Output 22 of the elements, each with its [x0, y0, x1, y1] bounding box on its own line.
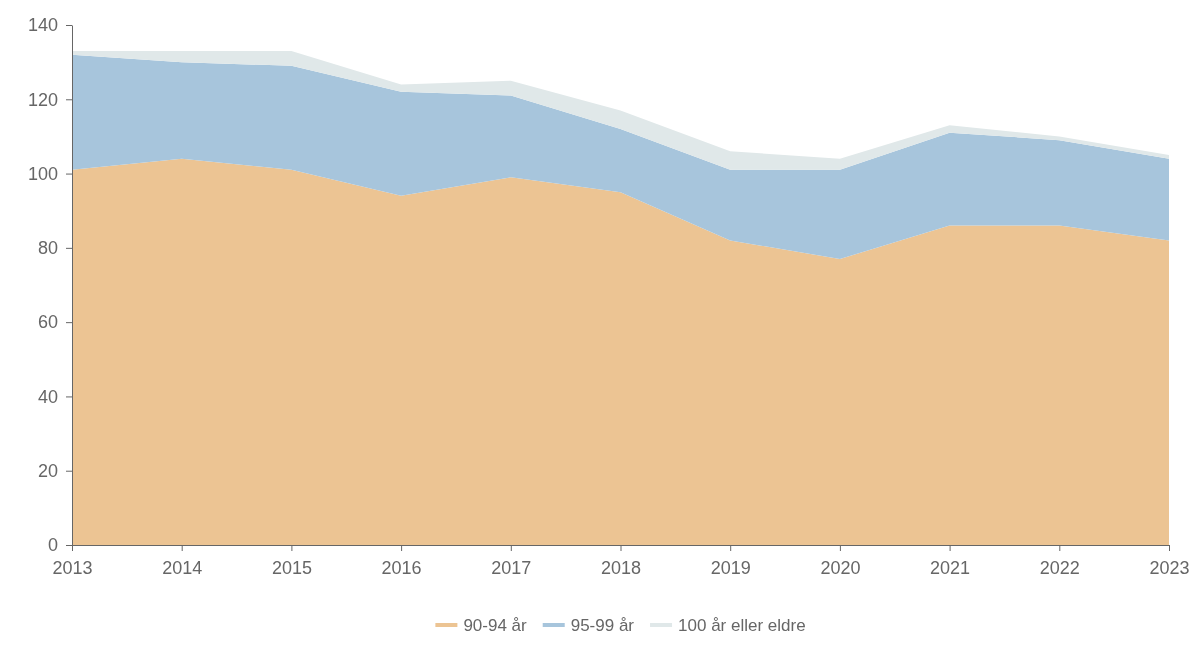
x-tick-label: 2013 — [52, 557, 93, 578]
x-tick-label: 2015 — [271, 557, 312, 578]
x-tick-label: 2020 — [820, 557, 861, 578]
legend-label: 90-94 år — [463, 616, 528, 635]
y-tick-label: 20 — [37, 460, 58, 481]
y-tick-label: 40 — [37, 386, 58, 407]
x-tick-label: 2022 — [1039, 557, 1080, 578]
x-tick-label: 2014 — [162, 557, 203, 578]
x-tick-label: 2017 — [491, 557, 532, 578]
x-tick-label: 2023 — [1149, 557, 1190, 578]
y-tick-label: 140 — [27, 15, 58, 36]
legend-label: 95-99 år — [570, 616, 635, 635]
y-tick-label: 100 — [27, 163, 58, 184]
y-tick-label: 120 — [27, 89, 58, 110]
x-tick-label: 2018 — [600, 557, 642, 578]
y-tick-label: 0 — [47, 535, 58, 556]
y-tick-label: 80 — [37, 238, 58, 259]
x-tick-label: 2016 — [381, 557, 422, 578]
x-tick-label: 2019 — [710, 557, 751, 578]
x-tick-label: 2021 — [930, 557, 971, 578]
legend-label: 100 år eller eldre — [678, 616, 806, 635]
y-tick-label: 60 — [37, 312, 58, 333]
